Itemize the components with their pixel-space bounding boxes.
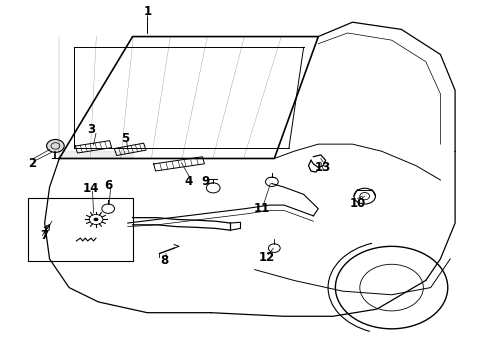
Text: 1: 1 — [143, 5, 151, 18]
Text: 6: 6 — [104, 179, 112, 192]
Text: 12: 12 — [259, 251, 275, 264]
Text: 4: 4 — [185, 175, 193, 188]
Bar — [27, 198, 133, 261]
Text: 14: 14 — [83, 183, 99, 195]
Text: 5: 5 — [121, 132, 129, 145]
Polygon shape — [59, 151, 133, 158]
Text: 9: 9 — [202, 175, 210, 188]
Text: 7: 7 — [41, 229, 49, 242]
Text: 8: 8 — [160, 254, 169, 267]
Text: 13: 13 — [315, 161, 331, 174]
Text: 3: 3 — [87, 123, 95, 136]
Text: 11: 11 — [254, 202, 270, 215]
Circle shape — [47, 139, 64, 152]
Circle shape — [94, 218, 98, 221]
Text: 10: 10 — [349, 197, 366, 210]
Text: 2: 2 — [28, 157, 37, 170]
